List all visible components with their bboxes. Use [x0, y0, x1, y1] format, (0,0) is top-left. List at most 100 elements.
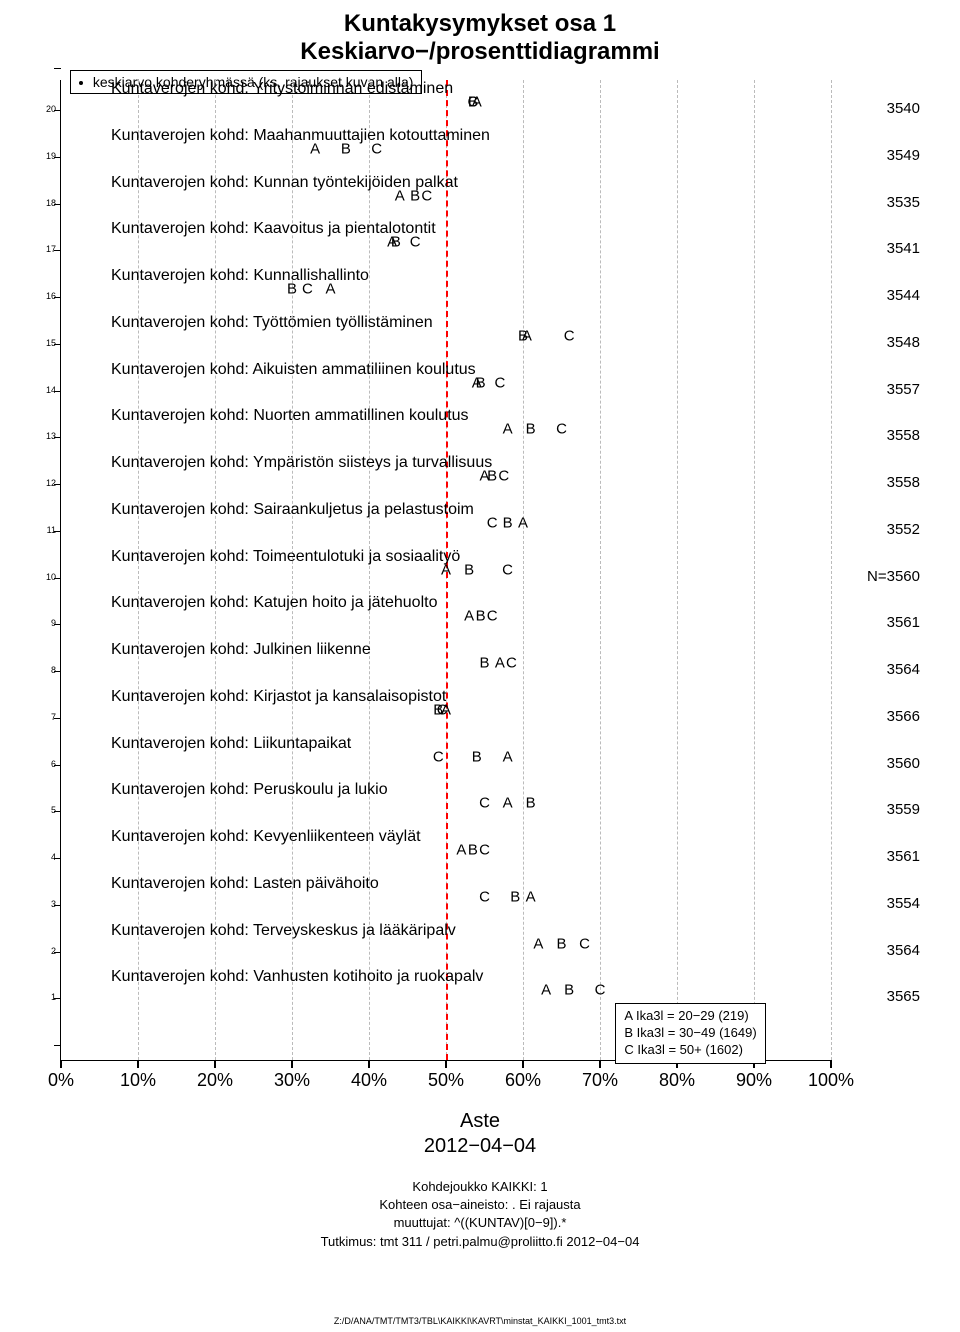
row-number: 10 — [31, 572, 56, 582]
marker-B: B — [341, 140, 351, 157]
x-tick-label: 0% — [48, 1070, 74, 1091]
x-gridline — [523, 80, 524, 1060]
plot-container: keskiarvo kohderyhmässä (ks. rajaukset k… — [30, 80, 930, 1140]
page: Kuntakysymykset osa 1 Keskiarvo−/prosent… — [0, 0, 960, 1332]
question-label: Kuntaverojen kohd: Lasten päivähoito — [111, 875, 379, 893]
x-tick — [445, 1060, 447, 1068]
marker-A: A — [526, 888, 536, 905]
marker-B: B — [287, 281, 297, 298]
question-label: Kuntaverojen kohd: Peruskoulu ja lukio — [111, 781, 388, 799]
legend-line: B Ika3l = 30−49 (1649) — [624, 1025, 756, 1042]
marker-B: B — [518, 327, 528, 344]
n-value: 3564 — [830, 942, 920, 959]
legend-bottom: A Ika3l = 20−29 (219)B Ika3l = 30−49 (16… — [615, 1003, 765, 1064]
x-tick — [522, 1060, 524, 1068]
row-number: 13 — [31, 431, 56, 441]
n-value: 3541 — [830, 240, 920, 257]
question-label: Kuntaverojen kohd: Maahanmuuttajien koto… — [111, 127, 490, 145]
x-tick — [291, 1060, 293, 1068]
marker-C: C — [437, 701, 448, 718]
row-number: 5 — [31, 805, 56, 815]
row-number: 9 — [31, 618, 56, 628]
marker-A: A — [325, 281, 335, 298]
marker-C: C — [371, 140, 382, 157]
plot-area: 0%10%20%30%40%50%60%70%80%90%100%20Kunta… — [60, 80, 831, 1061]
x-tick-label: 70% — [582, 1070, 618, 1091]
marker-B: B — [526, 421, 536, 438]
marker-A: A — [310, 140, 320, 157]
y-tick — [54, 68, 61, 69]
n-values-column: 3540354935353541354435483557355835583552… — [830, 80, 920, 1060]
y-tick — [54, 1045, 61, 1046]
n-value: 3561 — [830, 614, 920, 631]
n-value: 3552 — [830, 521, 920, 538]
n-value: 3557 — [830, 381, 920, 398]
x-tick — [214, 1060, 216, 1068]
row-number: 20 — [31, 104, 56, 114]
footer-line-2: Kohteen osa−aineisto: . Ei rajausta — [0, 1196, 960, 1214]
marker-B: B — [464, 561, 474, 578]
question-label: Kuntaverojen kohd: Katujen hoito ja jäte… — [111, 594, 437, 612]
marker-A: A — [456, 842, 466, 859]
marker-A: A — [495, 655, 505, 672]
x-axis-date: 2012−04−04 — [30, 1135, 930, 1158]
footer-filepath: Z:/D/ANA/TMT/TMT3/TBL\KAIKKI\KAVRT\minst… — [0, 1316, 960, 1326]
marker-B: B — [472, 748, 482, 765]
row-number: 12 — [31, 478, 56, 488]
row-number: 6 — [31, 759, 56, 769]
row-number: 14 — [31, 385, 56, 395]
marker-C: C — [410, 234, 421, 251]
n-value: 3561 — [830, 848, 920, 865]
n-value: 3565 — [830, 988, 920, 1005]
marker-B: B — [556, 935, 566, 952]
marker-C: C — [564, 327, 575, 344]
marker-B: B — [503, 514, 513, 531]
x-tick-label: 50% — [428, 1070, 464, 1091]
question-label: Kuntaverojen kohd: Kunnan työntekijöiden… — [111, 174, 458, 192]
marker-B: B — [476, 374, 486, 391]
marker-A: A — [503, 421, 513, 438]
x-tick — [830, 1060, 832, 1068]
title-line-1: Kuntakysymykset osa 1 — [0, 0, 960, 38]
marker-C: C — [302, 281, 313, 298]
marker-C: C — [494, 374, 505, 391]
question-label: Kuntaverojen kohd: Kevyenliikenteen väyl… — [111, 828, 421, 846]
marker-B: B — [468, 842, 478, 859]
x-tick — [599, 1060, 601, 1068]
question-label: Kuntaverojen kohd: Julkinen liikenne — [111, 641, 371, 659]
x-tick-label: 30% — [274, 1070, 310, 1091]
marker-A: A — [503, 795, 513, 812]
legend-line: A Ika3l = 20−29 (219) — [624, 1008, 756, 1025]
marker-B: B — [510, 888, 520, 905]
n-value: 3535 — [830, 194, 920, 211]
question-label: Kuntaverojen kohd: Liikuntapaikat — [111, 735, 351, 753]
marker-C: C — [556, 421, 567, 438]
question-label: Kuntaverojen kohd: Kirjastot ja kansalai… — [111, 688, 446, 706]
n-value: 3558 — [830, 474, 920, 491]
question-label: Kuntaverojen kohd: Toimeentulotuki ja so… — [111, 548, 460, 566]
x-axis-title: Aste — [30, 1110, 930, 1133]
n-value: 3559 — [830, 801, 920, 818]
x-gridline — [754, 80, 755, 1060]
marker-C: C — [433, 748, 444, 765]
title-line-2: Keskiarvo−/prosenttidiagrammi — [0, 38, 960, 66]
marker-A: A — [533, 935, 543, 952]
marker-C: C — [579, 935, 590, 952]
marker-A: A — [541, 982, 551, 999]
n-value: 3554 — [830, 895, 920, 912]
question-label: Kuntaverojen kohd: Sairaankuljetus ja pe… — [111, 501, 474, 519]
row-number: 1 — [31, 992, 56, 1002]
n-value: 3548 — [830, 334, 920, 351]
marker-C: C — [468, 94, 479, 111]
x-tick-label: 100% — [808, 1070, 854, 1091]
x-tick-label: 40% — [351, 1070, 387, 1091]
n-value: N=3560 — [830, 568, 920, 585]
question-label: Kuntaverojen kohd: Ympäristön siisteys j… — [111, 454, 492, 472]
marker-C: C — [479, 842, 490, 859]
footer: Kohdejoukko KAIKKI: 1 Kohteen osa−aineis… — [0, 1178, 960, 1251]
row-number: 7 — [31, 712, 56, 722]
row-number: 4 — [31, 852, 56, 862]
marker-B: B — [479, 655, 489, 672]
question-label: Kuntaverojen kohd: Työttömien työllistäm… — [111, 314, 433, 332]
x-tick-label: 80% — [659, 1070, 695, 1091]
